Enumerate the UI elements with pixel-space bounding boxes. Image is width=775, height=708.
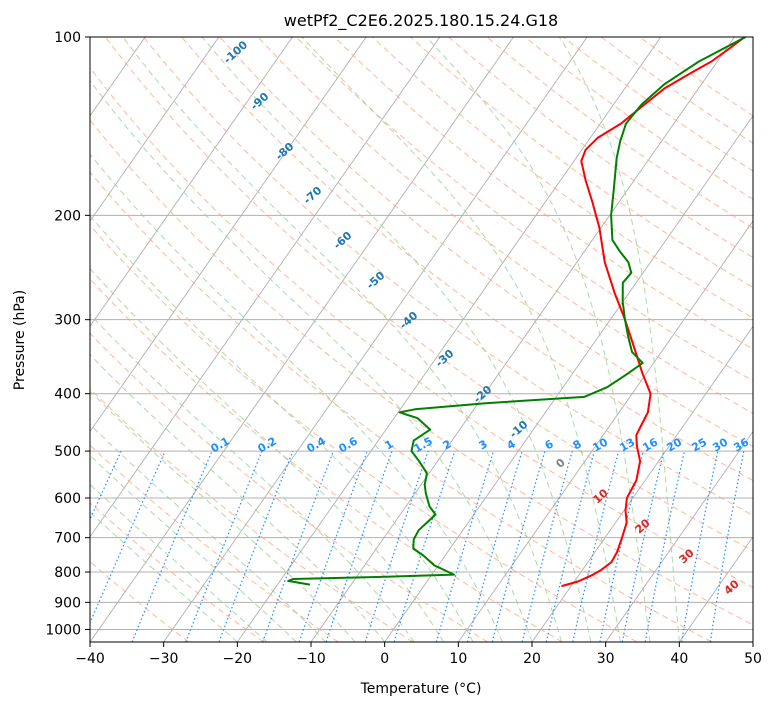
- dry-adiabat: [104, 37, 753, 552]
- x-tick-label: 50: [744, 651, 762, 667]
- moist-adiabat: [90, 390, 356, 642]
- y-tick-label: 1000: [45, 622, 81, 638]
- y-tick-label: 500: [54, 444, 81, 460]
- isotherm--30: [163, 37, 588, 642]
- dry-adiabat: [90, 224, 638, 642]
- dry-adiabat: [90, 332, 488, 642]
- moist-adiabat: [122, 37, 562, 642]
- x-tick-label: 40: [670, 651, 688, 667]
- mixing-ratio-line: [466, 450, 523, 642]
- plot-frame: [89, 36, 754, 643]
- dry-adiabat: [90, 502, 264, 642]
- mixing-ratio-line: [599, 450, 644, 642]
- sounding-series: [287, 37, 746, 588]
- moist-adiabat: [90, 423, 327, 642]
- y-tick-label: 700: [54, 531, 81, 547]
- mixing-ratio-line: [435, 450, 495, 642]
- mixing-ratio-line: [218, 450, 294, 642]
- x-tick-label: −40: [75, 651, 105, 667]
- chart-title: wetPf2_C2E6.2025.180.15.24.G18: [284, 11, 558, 31]
- x-axis-ticks: −40 −30 −20 −10 0 10 20 30 40 50: [75, 642, 762, 667]
- x-tick-label: 30: [597, 651, 615, 667]
- isotherm-gridlines: [90, 37, 753, 642]
- isotherm-10: [457, 220, 753, 642]
- temperature-line: [561, 37, 746, 588]
- moist-adiabat: [90, 313, 415, 642]
- dry-adiabat: [90, 67, 753, 588]
- x-axis-label: Temperature (°C): [360, 681, 482, 697]
- mixing-ratio-line: [262, 450, 334, 642]
- mixing-ratio-line: [572, 450, 620, 642]
- isotherm--70: [90, 37, 293, 328]
- mixing-ratio-line: [90, 450, 166, 625]
- mixing-ratio-line: [491, 450, 546, 642]
- moist-adiabat: [90, 153, 503, 642]
- mixing-ratio-line: [393, 450, 456, 642]
- moist-adiabat: [90, 353, 386, 642]
- mixing-ratio-line: [185, 450, 263, 642]
- moist-adiabat: [90, 79, 533, 642]
- dry-adiabat: [90, 278, 563, 642]
- isotherm-20: [531, 325, 753, 642]
- dry-adiabat: [90, 119, 753, 626]
- y-tick-label: 900: [54, 595, 81, 611]
- y-axis-label: Pressure (hPa): [12, 290, 28, 390]
- isotherm--80: [90, 37, 220, 222]
- dry-adiabat: [143, 37, 753, 516]
- mixing-ratio-line: [364, 450, 429, 642]
- y-tick-label: 200: [54, 208, 81, 224]
- mixing-ratio-lines: [90, 450, 745, 642]
- isotherm--20: [236, 37, 662, 642]
- x-tick-label: 20: [523, 651, 541, 667]
- isotherm-30: [605, 430, 753, 642]
- moist-adiabats: [90, 37, 680, 642]
- mixing-ratio-line: [298, 450, 368, 642]
- mixing-ratio-line: [325, 450, 393, 642]
- mixing-ratio-line: [131, 450, 213, 642]
- moist-adiabat: [425, 37, 651, 642]
- y-axis-ticks: 100 200 300 400 500 600 700 800 900 1000: [45, 30, 90, 638]
- x-tick-label: 10: [449, 651, 467, 667]
- x-tick-label: 0: [380, 651, 389, 667]
- plot-area: [90, 37, 753, 642]
- isotherm--60: [90, 37, 367, 433]
- dry-adiabat: [295, 37, 753, 382]
- mixing-ratio-line: [545, 450, 595, 642]
- y-tick-label: 100: [54, 30, 81, 46]
- dewpoint-line: [287, 37, 746, 586]
- dry-adiabat: [410, 37, 753, 289]
- moist-adiabat: [90, 215, 474, 642]
- moist-adiabat: [90, 267, 445, 642]
- dry-adiabat: [90, 171, 712, 642]
- mixing-ratio-line: [521, 450, 573, 642]
- dry-adiabats: [90, 37, 753, 642]
- y-tick-label: 300: [54, 313, 81, 329]
- isotherm--50: [90, 37, 441, 538]
- moist-adiabat: [90, 483, 268, 642]
- isotherm-40: [678, 535, 753, 642]
- y-tick-label: 400: [54, 387, 81, 403]
- isobar-gridlines: [90, 37, 753, 630]
- dry-adiabat: [219, 37, 753, 448]
- y-tick-label: 800: [54, 565, 81, 581]
- isotherm-0: [384, 115, 753, 642]
- moist-adiabat: [90, 511, 238, 642]
- x-tick-label: −20: [223, 651, 253, 667]
- isotherm--10: [310, 37, 735, 642]
- moist-adiabat: [90, 454, 297, 642]
- moist-adiabat: [201, 37, 592, 642]
- dry-adiabat: [257, 37, 753, 414]
- moist-adiabat: [301, 37, 621, 642]
- x-tick-label: −10: [296, 651, 326, 667]
- moist-adiabat: [558, 37, 680, 642]
- x-tick-label: −30: [149, 651, 179, 667]
- y-tick-label: 600: [54, 491, 81, 507]
- isotherm--40: [90, 37, 514, 642]
- dry-adiabat: [90, 388, 414, 642]
